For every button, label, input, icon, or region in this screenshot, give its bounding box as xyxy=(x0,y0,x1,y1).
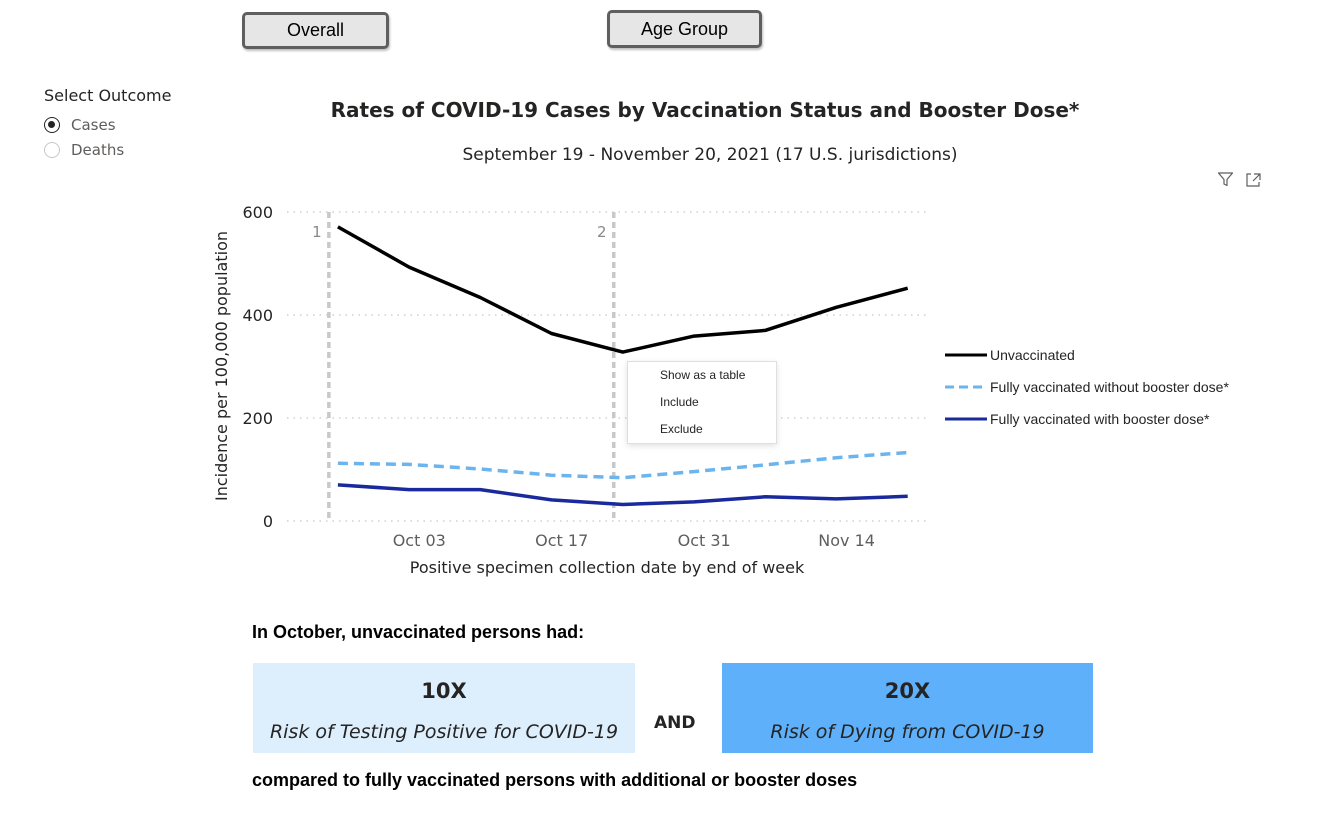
x-axis-title: Positive specimen collection date by end… xyxy=(410,558,805,577)
radio-button-deaths[interactable] xyxy=(44,142,60,158)
focus-mode-icon[interactable] xyxy=(1245,172,1262,188)
legend-label: Unvaccinated xyxy=(990,347,1075,363)
chart-subtitle: September 19 - November 20, 2021 (17 U.S… xyxy=(462,145,958,165)
legend-label: Fully vaccinated with booster dose* xyxy=(990,411,1210,427)
age-group-button[interactable]: Age Group xyxy=(607,10,762,48)
deaths-risk-card: 20X Risk of Dying from COVID-19 xyxy=(722,663,1093,753)
radio-button-cases[interactable] xyxy=(44,117,60,133)
legend-swatch-vaccinated-no-booster xyxy=(945,385,987,389)
series-line-2 xyxy=(337,483,908,507)
legend-item-vaccinated-no-booster[interactable]: Fully vaccinated without booster dose* xyxy=(944,379,1229,395)
cases-risk-card: 10X Risk of Testing Positive for COVID-1… xyxy=(253,663,635,753)
y-tick-label: 200 xyxy=(242,409,273,428)
legend-swatch-vaccinated-booster xyxy=(945,417,987,421)
radio-option-deaths[interactable]: Deaths xyxy=(44,141,124,159)
x-tick-label: Nov 14 xyxy=(818,531,875,550)
menu-item-include[interactable]: Include xyxy=(660,395,699,409)
y-tick-label: 0 xyxy=(263,512,273,531)
deaths-risk-text: Risk of Dying from COVID-19 xyxy=(770,721,1045,743)
y-tick-label: 400 xyxy=(242,306,273,325)
context-menu: Show as a table Include Exclude xyxy=(627,361,777,444)
x-tick-label: Oct 03 xyxy=(393,531,446,550)
menu-item-show-as-table[interactable]: Show as a table xyxy=(660,368,746,382)
radio-label-deaths: Deaths xyxy=(71,141,125,159)
reference-line-label: 1 xyxy=(312,223,322,241)
summary-heading: In October, unvaccinated persons had: xyxy=(252,622,585,642)
select-outcome-label: Select Outcome xyxy=(44,86,172,105)
legend-item-vaccinated-booster[interactable]: Fully vaccinated with booster dose* xyxy=(944,411,1209,427)
overall-button[interactable]: Overall xyxy=(242,12,389,49)
x-tick-label: Oct 31 xyxy=(678,531,731,550)
deaths-risk-value: 20X xyxy=(884,679,931,703)
and-label: AND xyxy=(654,713,696,733)
filter-icon[interactable] xyxy=(1217,171,1234,188)
radio-option-cases[interactable]: Cases xyxy=(44,116,116,134)
legend-item-unvaccinated[interactable]: Unvaccinated xyxy=(944,347,1075,363)
series-line-1 xyxy=(337,450,908,480)
summary-footer: compared to fully vaccinated persons wit… xyxy=(252,770,858,790)
radio-label-cases: Cases xyxy=(71,116,116,134)
y-tick-label: 600 xyxy=(242,203,273,222)
menu-item-exclude[interactable]: Exclude xyxy=(660,422,703,436)
cases-risk-text: Risk of Testing Positive for COVID-19 xyxy=(269,721,619,743)
line-chart[interactable]: 1 2 0 200 400 600 Oct 03 Oct 17 Oct 31 Nov 14 In… xyxy=(0,0,1328,600)
series-line-0 xyxy=(337,225,909,354)
x-tick-label: Oct 17 xyxy=(535,531,588,550)
chart-title: Rates of COVID-19 Cases by Vaccination S… xyxy=(330,98,1080,122)
y-axis-title: Incidence per 100,000 population xyxy=(212,231,231,501)
cases-risk-value: 10X xyxy=(421,679,467,703)
legend-label: Fully vaccinated without booster dose* xyxy=(990,379,1229,395)
legend-swatch-unvaccinated xyxy=(945,353,987,357)
reference-line-label: 2 xyxy=(597,223,607,241)
